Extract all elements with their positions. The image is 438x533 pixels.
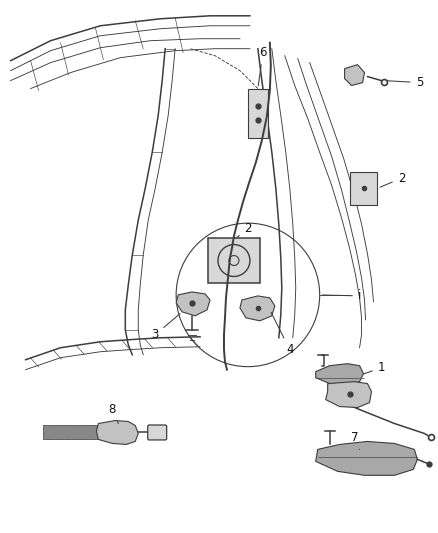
FancyBboxPatch shape	[148, 425, 167, 440]
Text: 1: 1	[364, 361, 385, 374]
Polygon shape	[326, 382, 371, 408]
Polygon shape	[316, 441, 417, 475]
Polygon shape	[350, 172, 378, 205]
Polygon shape	[176, 292, 210, 316]
Polygon shape	[42, 425, 106, 439]
Text: 3: 3	[152, 313, 180, 341]
Polygon shape	[345, 64, 364, 86]
Text: 4: 4	[271, 312, 293, 356]
Text: 7: 7	[351, 431, 360, 449]
Text: 2: 2	[236, 222, 252, 238]
Text: 2: 2	[380, 172, 405, 187]
Polygon shape	[208, 238, 260, 283]
Text: 5: 5	[387, 76, 423, 89]
Text: 8: 8	[109, 403, 118, 424]
Polygon shape	[96, 421, 138, 445]
Text: 6: 6	[258, 46, 267, 86]
Polygon shape	[248, 88, 268, 139]
Polygon shape	[240, 296, 275, 321]
Polygon shape	[316, 364, 364, 385]
Text: i: i	[322, 289, 361, 302]
